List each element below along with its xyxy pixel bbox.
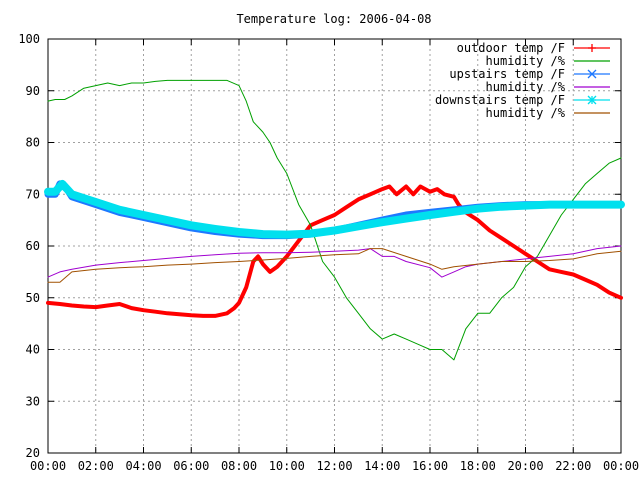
y-tick-label: 80: [26, 136, 40, 150]
x-tick-label: 16:00: [412, 459, 448, 473]
x-tick-label: 00:00: [30, 459, 66, 473]
y-tick-label: 40: [26, 343, 40, 357]
legend-marker-0: [588, 44, 596, 52]
series-line-1: [47, 79, 622, 361]
legend-label-3: humidity /%: [486, 80, 566, 94]
y-tick-label: 50: [26, 291, 40, 305]
legend-label-0: outdoor temp /F: [457, 41, 565, 55]
x-tick-label: 10:00: [269, 459, 305, 473]
y-tick-label: 90: [26, 84, 40, 98]
y-tick-label: 20: [26, 446, 40, 460]
x-tick-label: 22:00: [555, 459, 591, 473]
y-tick-label: 60: [26, 239, 40, 253]
x-tick-label: 06:00: [173, 459, 209, 473]
legend-label-5: humidity /%: [486, 106, 566, 120]
x-axis-ticks: 00:00 02:00 04:00 06:00 08:00 10:00 12:00 14:00…: [30, 39, 639, 473]
legend-marker-4: [587, 95, 597, 105]
legend-marker-2: [587, 69, 597, 79]
series-line-4: [44, 179, 625, 239]
x-tick-label: 02:00: [78, 459, 114, 473]
y-axis-ticks: 20 30 40 50 60 70 80 90 100: [18, 32, 621, 460]
chart-title: Temperature log: 2006-04-08: [236, 12, 431, 26]
x-tick-label: 18:00: [460, 459, 496, 473]
y-tick-label: 100: [18, 32, 40, 46]
x-tick-label: 14:00: [364, 459, 400, 473]
legend-label-2: upstairs temp /F: [449, 67, 565, 81]
x-tick-label: 12:00: [316, 459, 352, 473]
series-line-5: [47, 248, 622, 283]
x-tick-label: 04:00: [125, 459, 161, 473]
legend-label-4: downstairs temp /F: [435, 93, 565, 107]
x-tick-label: 08:00: [221, 459, 257, 473]
y-tick-label: 70: [26, 187, 40, 201]
grid-lines: [48, 39, 621, 453]
series-line-0: [46, 184, 623, 318]
legend-label-1: humidity /%: [486, 54, 566, 68]
x-tick-label: 00:00: [603, 459, 639, 473]
x-tick-label: 20:00: [507, 459, 543, 473]
data-series: [44, 79, 625, 361]
y-tick-label: 30: [26, 394, 40, 408]
